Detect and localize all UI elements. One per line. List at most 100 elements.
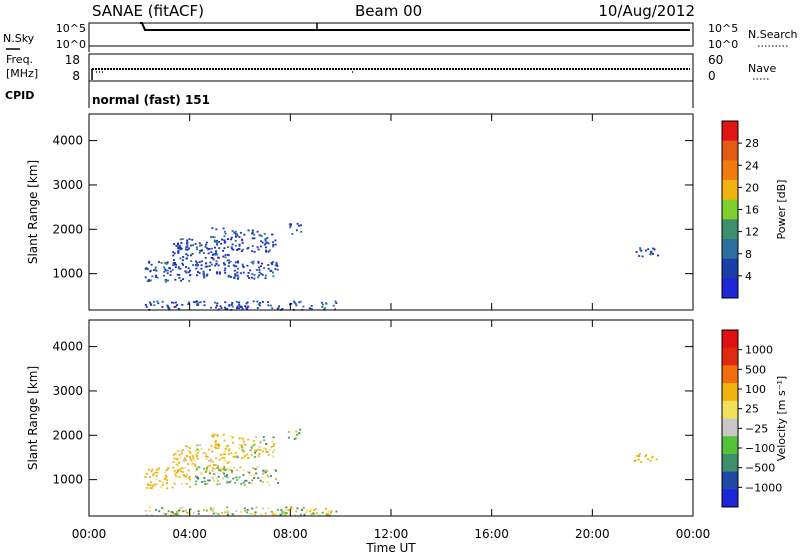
undefined-cell — [198, 466, 201, 469]
undefined-cell — [230, 303, 233, 306]
undefined-cell — [208, 248, 211, 250]
undefined-cell — [265, 250, 267, 253]
undefined-colorbar-tick-label: 24 — [745, 159, 759, 172]
undefined-cell — [171, 268, 174, 271]
freq-tick-top: 18 — [65, 53, 80, 67]
undefined-cell — [232, 477, 235, 480]
undefined-cell — [217, 479, 220, 482]
undefined-cell — [164, 268, 167, 271]
xtick-label: 00:00 — [72, 527, 107, 541]
undefined-cell — [210, 256, 213, 259]
undefined-cell — [186, 473, 189, 476]
undefined-cell — [266, 481, 269, 484]
undefined-cell — [149, 279, 152, 282]
undefined-cell — [296, 222, 299, 225]
undefined-cell — [649, 252, 652, 255]
nsky-tick-bottom: 10^0 — [56, 38, 86, 51]
undefined-cell — [177, 251, 180, 254]
undefined-cell — [202, 271, 205, 274]
undefined-cell — [238, 243, 241, 246]
undefined-cell — [254, 449, 257, 452]
undefined-cell — [168, 308, 171, 311]
undefined-cell — [175, 245, 178, 247]
undefined-ylabel: Slant Range [km] — [26, 366, 40, 470]
undefined-cell — [218, 271, 221, 274]
undefined-cell — [185, 246, 188, 248]
undefined-cell — [194, 483, 197, 486]
undefined-cell — [321, 306, 324, 308]
undefined-cell — [272, 512, 275, 515]
undefined-cell — [267, 268, 270, 270]
undefined-cell — [241, 248, 244, 251]
undefined-cell — [250, 474, 253, 477]
undefined-cell — [248, 471, 251, 474]
undefined-cell — [272, 445, 275, 447]
undefined-cell — [284, 508, 287, 511]
undefined-colorbar-tick-label: 12 — [745, 226, 759, 239]
undefined-colorbar-segment — [722, 219, 738, 240]
undefined-cell — [214, 473, 217, 476]
undefined-cell — [253, 456, 256, 458]
undefined-cell — [271, 514, 274, 516]
undefined-colorbar-label: Power [dB] — [775, 180, 788, 240]
undefined-cell — [278, 305, 281, 308]
undefined-cell — [183, 457, 186, 459]
undefined-cell — [254, 511, 257, 514]
undefined-cell — [217, 465, 219, 467]
undefined-cell — [223, 263, 226, 266]
undefined-cell — [235, 235, 237, 238]
undefined-cell — [181, 238, 184, 240]
undefined-cell — [325, 302, 328, 305]
undefined-cell — [256, 307, 259, 309]
undefined-cell — [171, 511, 174, 513]
undefined-cell — [238, 248, 241, 251]
undefined-cell — [163, 478, 166, 481]
undefined-cell — [146, 483, 149, 486]
undefined-cell — [230, 236, 233, 239]
undefined-ytick-label: 2000 — [52, 428, 83, 442]
undefined-cell — [246, 509, 249, 511]
undefined-cell — [186, 446, 189, 448]
undefined-cell — [194, 243, 197, 245]
undefined-colorbar-segment — [722, 180, 738, 200]
undefined-cell — [312, 513, 315, 515]
undefined-cell — [223, 468, 225, 471]
undefined-cell — [221, 511, 223, 514]
undefined-cell — [213, 464, 215, 466]
undefined-cell — [174, 278, 177, 281]
freq-label-line2: [MHz] — [6, 67, 38, 80]
undefined-cell — [179, 509, 182, 512]
undefined-cell — [195, 300, 198, 303]
undefined-cell — [204, 265, 207, 268]
undefined-cell — [233, 466, 236, 469]
undefined-cell — [180, 242, 183, 244]
undefined-cell — [267, 507, 270, 510]
undefined-cell — [246, 453, 249, 456]
undefined-cell — [150, 487, 153, 490]
undefined-cell — [251, 507, 254, 510]
undefined-cell — [322, 303, 325, 306]
undefined-cell — [183, 460, 186, 463]
undefined-cell — [231, 436, 234, 439]
undefined-colorbar-tick-label: 25 — [745, 403, 759, 416]
undefined-cell — [145, 305, 148, 308]
undefined-cell — [157, 302, 160, 305]
undefined-cell — [216, 467, 219, 469]
undefined-cell — [194, 450, 197, 452]
undefined-cell — [242, 474, 245, 476]
undefined-cell — [258, 266, 261, 269]
undefined-cell — [259, 440, 262, 443]
undefined-cell — [212, 258, 215, 261]
undefined-cell — [229, 469, 232, 471]
undefined-cell — [240, 457, 243, 460]
cpid-text: normal (fast) 151 — [92, 93, 210, 107]
undefined-cell — [263, 267, 266, 269]
undefined-cell — [187, 469, 190, 472]
undefined-cell — [264, 512, 267, 515]
undefined-cell — [203, 467, 206, 470]
range-time-panels: 4000 3000 2000 1000 Slant Range [km] 28 24 20 16… — [26, 113, 788, 554]
undefined-cell — [651, 456, 654, 459]
undefined-cell — [167, 279, 169, 282]
undefined-cell — [172, 461, 175, 464]
undefined-cell — [214, 301, 217, 304]
